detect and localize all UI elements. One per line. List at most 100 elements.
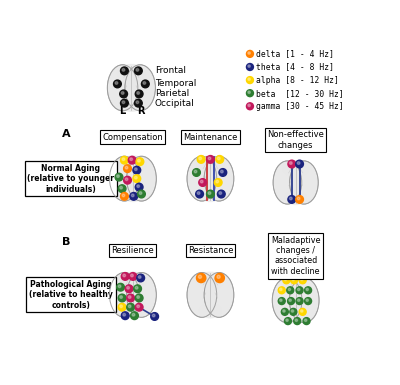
- Circle shape: [138, 159, 140, 162]
- Circle shape: [133, 166, 141, 174]
- Ellipse shape: [199, 186, 222, 202]
- Circle shape: [131, 194, 134, 197]
- Circle shape: [248, 78, 250, 80]
- Circle shape: [248, 104, 250, 107]
- Circle shape: [199, 179, 206, 186]
- Circle shape: [304, 319, 307, 321]
- Text: Resilience: Resilience: [112, 246, 154, 255]
- Ellipse shape: [117, 64, 146, 82]
- Circle shape: [304, 298, 312, 305]
- Ellipse shape: [290, 161, 318, 204]
- Circle shape: [193, 169, 200, 176]
- Circle shape: [280, 288, 282, 291]
- Circle shape: [115, 82, 118, 84]
- Circle shape: [216, 180, 218, 183]
- Ellipse shape: [187, 273, 217, 317]
- Circle shape: [122, 194, 125, 197]
- Ellipse shape: [120, 96, 143, 112]
- Circle shape: [122, 101, 125, 104]
- Circle shape: [215, 273, 224, 283]
- Circle shape: [137, 92, 140, 94]
- Circle shape: [300, 278, 303, 281]
- Circle shape: [281, 308, 288, 315]
- Circle shape: [280, 299, 282, 301]
- Circle shape: [117, 175, 119, 177]
- Circle shape: [137, 296, 140, 298]
- Circle shape: [115, 173, 123, 181]
- Circle shape: [127, 286, 130, 289]
- Circle shape: [118, 285, 121, 288]
- Circle shape: [128, 305, 131, 308]
- Circle shape: [123, 313, 126, 316]
- Text: alpha [8 - 12 Hz]: alpha [8 - 12 Hz]: [256, 75, 339, 85]
- Circle shape: [124, 165, 131, 172]
- Circle shape: [194, 170, 197, 173]
- Circle shape: [248, 52, 250, 54]
- Circle shape: [130, 158, 132, 161]
- Circle shape: [246, 90, 254, 97]
- Circle shape: [136, 101, 139, 104]
- Circle shape: [135, 90, 143, 98]
- Circle shape: [151, 313, 158, 320]
- Circle shape: [135, 303, 143, 311]
- Circle shape: [120, 186, 122, 189]
- Ellipse shape: [196, 271, 224, 290]
- Circle shape: [143, 82, 146, 84]
- Circle shape: [132, 313, 135, 316]
- Circle shape: [219, 192, 222, 194]
- Circle shape: [246, 64, 254, 70]
- Ellipse shape: [273, 161, 302, 204]
- Circle shape: [297, 197, 300, 200]
- Circle shape: [303, 318, 310, 325]
- Circle shape: [298, 299, 300, 301]
- Ellipse shape: [199, 303, 222, 318]
- Ellipse shape: [121, 303, 144, 318]
- Circle shape: [134, 176, 137, 179]
- Circle shape: [278, 298, 285, 305]
- Circle shape: [133, 175, 141, 182]
- Ellipse shape: [289, 278, 319, 323]
- Text: Normal Aging
(relative to younger
individuals): Normal Aging (relative to younger indivi…: [28, 164, 114, 194]
- Circle shape: [296, 196, 304, 203]
- Text: Maintenance: Maintenance: [183, 132, 238, 142]
- Circle shape: [197, 192, 200, 194]
- Circle shape: [306, 288, 308, 291]
- Circle shape: [286, 319, 288, 321]
- Circle shape: [128, 296, 131, 298]
- Circle shape: [136, 69, 139, 71]
- Circle shape: [134, 168, 137, 171]
- Circle shape: [134, 285, 142, 293]
- Text: Frontal: Frontal: [155, 66, 186, 75]
- Circle shape: [129, 273, 137, 280]
- Circle shape: [120, 156, 128, 164]
- Circle shape: [294, 318, 301, 325]
- Ellipse shape: [284, 308, 307, 324]
- Circle shape: [208, 157, 211, 160]
- Ellipse shape: [121, 186, 144, 202]
- Circle shape: [216, 156, 224, 163]
- Circle shape: [287, 287, 294, 294]
- Circle shape: [200, 180, 203, 183]
- Circle shape: [118, 303, 126, 311]
- Circle shape: [306, 299, 308, 301]
- Circle shape: [124, 176, 131, 184]
- Circle shape: [289, 299, 291, 301]
- Text: Occipital: Occipital: [155, 99, 194, 108]
- Circle shape: [128, 156, 136, 164]
- Circle shape: [139, 192, 142, 194]
- Text: Temporal: Temporal: [155, 79, 196, 89]
- Text: beta  [12 - 30 Hz]: beta [12 - 30 Hz]: [256, 89, 344, 98]
- Ellipse shape: [204, 156, 234, 201]
- Text: theta [4 - 8 Hz]: theta [4 - 8 Hz]: [256, 62, 334, 72]
- Circle shape: [199, 157, 202, 160]
- Circle shape: [298, 288, 300, 291]
- Ellipse shape: [125, 65, 156, 111]
- Circle shape: [300, 310, 303, 312]
- Circle shape: [120, 296, 122, 298]
- Text: Pathological Aging
(relative to healthy
controls): Pathological Aging (relative to healthy …: [29, 280, 113, 310]
- Circle shape: [196, 273, 206, 283]
- Circle shape: [248, 65, 250, 67]
- Circle shape: [134, 67, 142, 75]
- Circle shape: [135, 294, 143, 302]
- Circle shape: [135, 286, 138, 289]
